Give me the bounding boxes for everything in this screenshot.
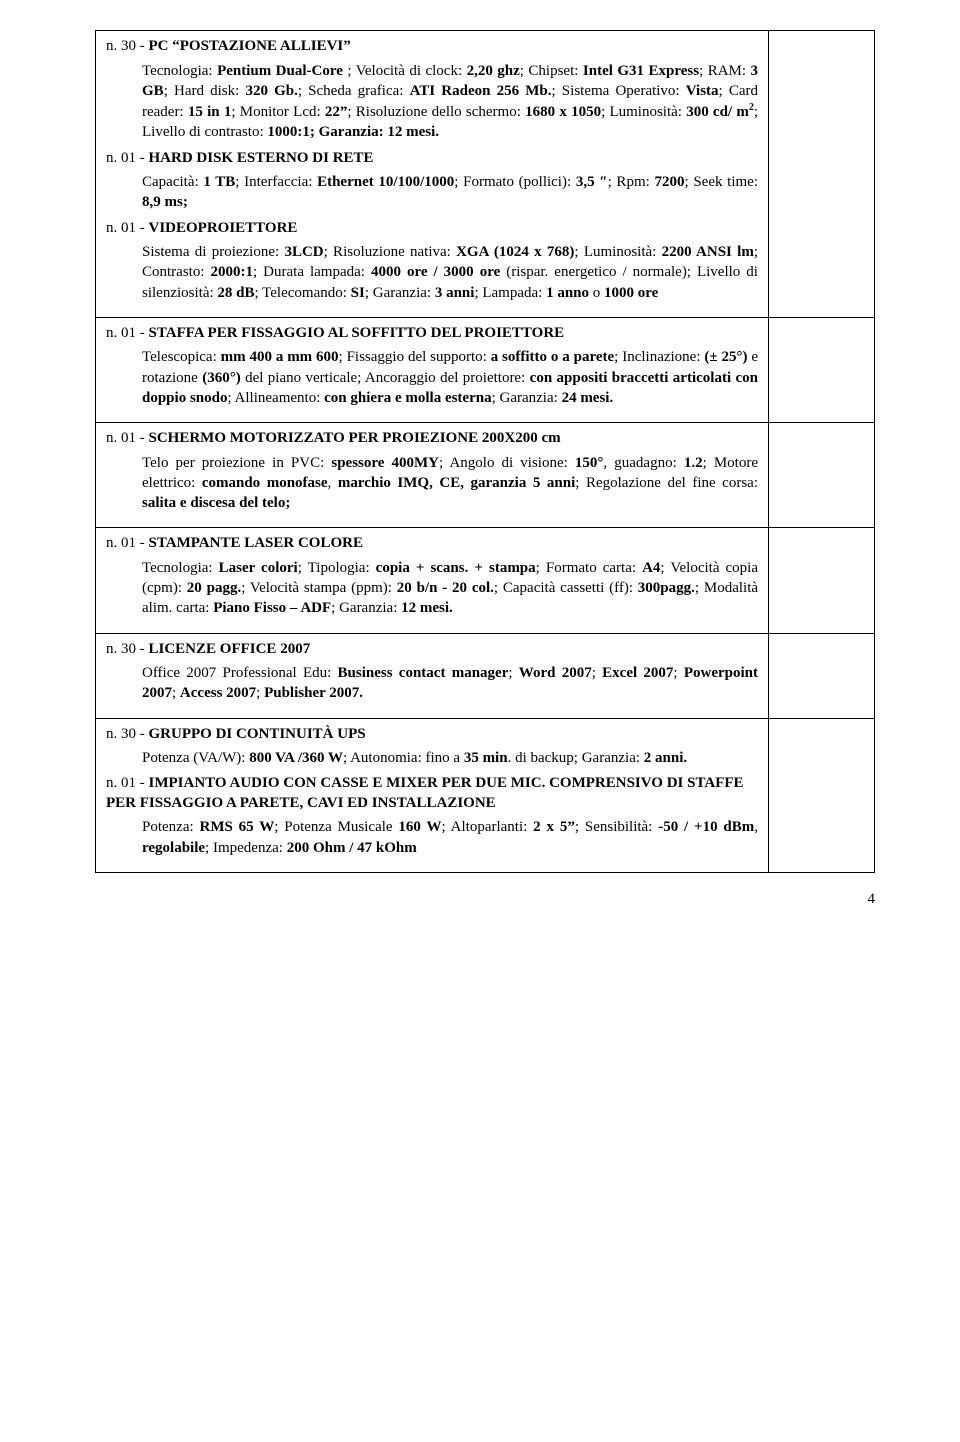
item-description: Tecnologia: Pentium Dual-Core ; Velocità… — [142, 61, 758, 143]
side-cell — [769, 317, 875, 422]
item-title: n. 01 - STAFFA PER FISSAGGIO AL SOFFITTO… — [106, 324, 758, 344]
item-description: Office 2007 Professional Edu: Business c… — [142, 663, 758, 704]
spec-cell: n. 30 - PC “POSTAZIONE ALLIEVI” Tecnologi… — [96, 31, 769, 318]
item-description: Potenza: RMS 65 W; Potenza Musicale 160 … — [142, 817, 758, 858]
item-title: n. 01 - HARD DISK ESTERNO DI RETE — [106, 149, 758, 169]
item-title: n. 01 - VIDEOPROIETTORE — [106, 219, 758, 239]
spec-cell: n. 01 - STAMPANTE LASER COLORE Tecnologia… — [96, 528, 769, 633]
item-description: Capacità: 1 TB; Interfaccia: Ethernet 10… — [142, 172, 758, 213]
spec-cell: n. 30 - GRUPPO DI CONTINUITÀ UPS Potenza … — [96, 718, 769, 872]
item-description: Telo per proiezione in PVC: spessore 400… — [142, 453, 758, 514]
page: n. 30 - PC “POSTAZIONE ALLIEVI” Tecnologi… — [45, 0, 915, 948]
item-title: n. 01 - IMPIANTO AUDIO CON CASSE E MIXER… — [106, 774, 758, 813]
side-cell — [769, 633, 875, 718]
item-title: n. 01 - STAMPANTE LASER COLORE — [106, 534, 758, 554]
side-cell — [769, 423, 875, 528]
item-title: n. 30 - PC “POSTAZIONE ALLIEVI” — [106, 37, 758, 57]
spec-table: n. 30 - PC “POSTAZIONE ALLIEVI” Tecnologi… — [95, 30, 875, 873]
item-description: Potenza (VA/W): 800 VA /360 W; Autonomia… — [142, 748, 758, 768]
side-cell — [769, 718, 875, 872]
side-cell — [769, 31, 875, 318]
item-title: n. 30 - LICENZE OFFICE 2007 — [106, 640, 758, 660]
spec-cell: n. 30 - LICENZE OFFICE 2007 Office 2007 P… — [96, 633, 769, 718]
item-title: n. 30 - GRUPPO DI CONTINUITÀ UPS — [106, 725, 758, 745]
item-description: Tecnologia: Laser colori; Tipologia: cop… — [142, 558, 758, 619]
spec-cell: n. 01 - SCHERMO MOTORIZZATO PER PROIEZIO… — [96, 423, 769, 528]
item-description: Telescopica: mm 400 a mm 600; Fissaggio … — [142, 347, 758, 408]
page-number: 4 — [95, 891, 875, 908]
side-cell — [769, 528, 875, 633]
item-description: Sistema di proiezione: 3LCD; Risoluzione… — [142, 242, 758, 303]
item-title: n. 01 - SCHERMO MOTORIZZATO PER PROIEZIO… — [106, 429, 758, 449]
spec-cell: n. 01 - STAFFA PER FISSAGGIO AL SOFFITTO… — [96, 317, 769, 422]
